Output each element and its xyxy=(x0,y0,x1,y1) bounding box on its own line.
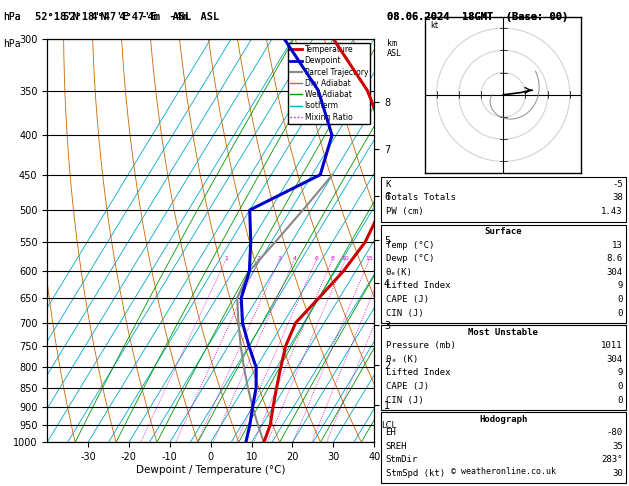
Text: 304: 304 xyxy=(606,355,623,364)
Text: 9: 9 xyxy=(617,281,623,291)
Text: CAPE (J): CAPE (J) xyxy=(386,295,428,304)
Text: 304: 304 xyxy=(606,268,623,277)
Text: 8: 8 xyxy=(330,256,334,261)
Text: 8.6: 8.6 xyxy=(606,254,623,263)
Text: 08.06.2024  18GMT  (Base: 00): 08.06.2024 18GMT (Base: 00) xyxy=(387,12,568,22)
Text: hPa: hPa xyxy=(3,12,21,22)
Text: 1.43: 1.43 xyxy=(601,207,623,216)
Text: CIN (J): CIN (J) xyxy=(386,396,423,405)
Text: -80: -80 xyxy=(606,428,623,437)
Text: 0: 0 xyxy=(617,396,623,405)
Text: 30: 30 xyxy=(612,469,623,478)
Text: θₑ(K): θₑ(K) xyxy=(386,268,413,277)
Text: 2: 2 xyxy=(257,256,261,261)
Text: θₑ (K): θₑ (K) xyxy=(386,355,418,364)
Text: Pressure (mb): Pressure (mb) xyxy=(386,341,455,350)
Text: LCL: LCL xyxy=(381,420,396,430)
Text: Totals Totals: Totals Totals xyxy=(386,193,455,203)
Text: StmSpd (kt): StmSpd (kt) xyxy=(386,469,445,478)
Text: 35: 35 xyxy=(612,442,623,451)
Text: K: K xyxy=(386,180,391,189)
Text: 52°18'N  4°47'E  -4m  ASL: 52°18'N 4°47'E -4m ASL xyxy=(63,12,219,22)
Text: hPa: hPa xyxy=(3,39,21,49)
Text: Surface: Surface xyxy=(484,227,522,236)
Text: 3: 3 xyxy=(277,256,281,261)
Text: 13: 13 xyxy=(612,241,623,250)
Text: 0: 0 xyxy=(617,382,623,391)
Text: kt: kt xyxy=(430,21,438,30)
Text: PW (cm): PW (cm) xyxy=(386,207,423,216)
Text: -5: -5 xyxy=(612,180,623,189)
Text: 0: 0 xyxy=(617,309,623,318)
Text: StmDir: StmDir xyxy=(386,455,418,465)
Text: 10: 10 xyxy=(342,256,349,261)
Text: 38: 38 xyxy=(612,193,623,203)
Text: Dewp (°C): Dewp (°C) xyxy=(386,254,434,263)
Text: 6: 6 xyxy=(314,256,318,261)
Text: Most Unstable: Most Unstable xyxy=(468,328,538,337)
Text: EH: EH xyxy=(386,428,396,437)
Text: CIN (J): CIN (J) xyxy=(386,309,423,318)
Text: 08.06.2024  18GMT  (Base: 00): 08.06.2024 18GMT (Base: 00) xyxy=(387,12,568,22)
Text: SREH: SREH xyxy=(386,442,407,451)
Text: 1011: 1011 xyxy=(601,341,623,350)
Text: Lifted Index: Lifted Index xyxy=(386,281,450,291)
Text: Hodograph: Hodograph xyxy=(479,415,527,424)
Text: 20: 20 xyxy=(378,268,386,273)
Text: 283°: 283° xyxy=(601,455,623,465)
Text: CAPE (J): CAPE (J) xyxy=(386,382,428,391)
Text: 9: 9 xyxy=(617,368,623,378)
Text: 52°18'N  4°47'E  -4m  ASL: 52°18'N 4°47'E -4m ASL xyxy=(35,12,191,22)
Text: Lifted Index: Lifted Index xyxy=(386,368,450,378)
Text: © weatheronline.co.uk: © weatheronline.co.uk xyxy=(451,467,555,476)
Text: Temp (°C): Temp (°C) xyxy=(386,241,434,250)
Legend: Temperature, Dewpoint, Parcel Trajectory, Dry Adiabat, Wet Adiabat, Isotherm, Mi: Temperature, Dewpoint, Parcel Trajectory… xyxy=(288,43,370,124)
Text: km
ASL: km ASL xyxy=(387,39,402,58)
Text: 15: 15 xyxy=(365,256,373,261)
Text: 25: 25 xyxy=(378,302,386,307)
Text: 1: 1 xyxy=(224,256,228,261)
Text: hPa: hPa xyxy=(3,12,21,22)
Text: 0: 0 xyxy=(617,295,623,304)
X-axis label: Dewpoint / Temperature (°C): Dewpoint / Temperature (°C) xyxy=(136,465,286,475)
Text: 4: 4 xyxy=(292,256,296,261)
